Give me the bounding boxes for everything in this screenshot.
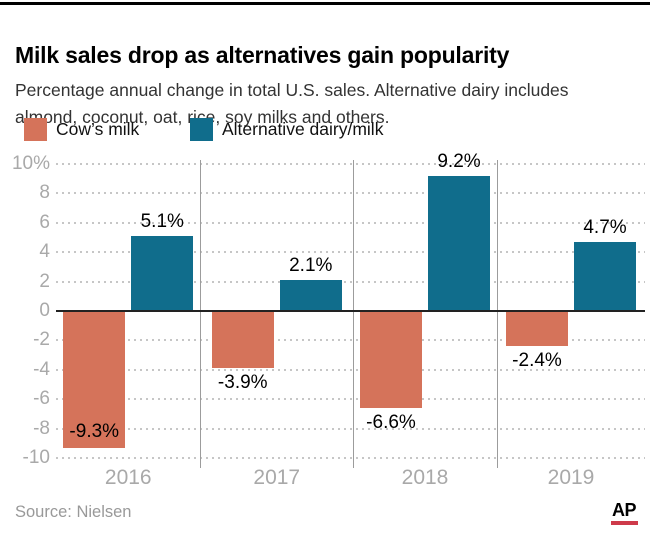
bar-cows-milk-2019: [506, 311, 568, 347]
page-title: Milk sales drop as alternatives gain pop…: [15, 42, 510, 69]
y-axis-tick-label: 6: [39, 211, 50, 233]
ap-logo: AP: [610, 500, 638, 525]
bar-alternative-dairy-2019: [574, 241, 636, 311]
bar-alternative-dairy-2018: [428, 175, 490, 311]
zero-axis-line: [56, 310, 645, 312]
gridline: [56, 221, 645, 224]
gridline: [56, 427, 645, 430]
legend-item-cows-milk: Cow’s milk: [24, 118, 139, 141]
source-credit: Source: Nielsen: [15, 503, 132, 521]
y-axis-tick-label: -6: [33, 388, 50, 410]
value-label-2017: 2.1%: [289, 255, 333, 277]
ap-logo-text: AP: [611, 500, 637, 520]
y-axis-tick-label: -10: [22, 447, 50, 468]
y-axis-tick-label: -2: [33, 329, 50, 351]
gridline: [56, 251, 645, 254]
bar-cows-milk-2018: [360, 311, 422, 409]
subtitle-line-2: almond, coconut, oat, rice, soy milks an…: [15, 106, 390, 127]
bar-cows-milk-2016: [63, 311, 126, 448]
gridline: [56, 280, 645, 283]
year-group-separator: [352, 160, 354, 468]
x-axis-label-2016: 2016: [104, 466, 152, 489]
y-axis-tick-label: 4: [39, 241, 50, 263]
gridline: [56, 457, 645, 459]
year-group-separator: [200, 160, 201, 468]
bar-cows-milk-2017: [211, 311, 274, 369]
gridline: [56, 368, 645, 371]
value-label-2017: -3.9%: [217, 372, 268, 394]
y-axis-tick-label: -4: [33, 358, 50, 380]
y-axis-tick-label: 2: [39, 270, 50, 292]
x-axis-label-2017: 2017: [253, 466, 301, 489]
legend-label-alternative-dairy: Alternative dairy/milk: [222, 119, 384, 139]
value-label-2018: 9.2%: [437, 150, 481, 172]
y-axis-tick-label: 8: [39, 182, 50, 204]
value-label-2016: -9.3%: [69, 420, 120, 442]
value-label-2016: 5.1%: [140, 211, 184, 233]
value-label-2019: 4.7%: [583, 216, 627, 238]
y-axis-tick-label: 0: [39, 300, 50, 321]
gridline: [56, 339, 645, 342]
gridline: [56, 192, 645, 195]
chart-subtitle: Percentage annual change in total U.S. s…: [15, 77, 569, 131]
gridline: [56, 398, 645, 401]
x-axis-label-2019: 2019: [547, 466, 595, 489]
year-group-separator: [496, 160, 498, 468]
y-axis-tick-label: 10%: [11, 153, 50, 174]
subtitle-line-1: Percentage annual change in total U.S. s…: [15, 79, 569, 100]
bar-alternative-dairy-2016: [131, 236, 194, 311]
value-label-2018: -6.6%: [366, 412, 416, 434]
legend-label-cows-milk: Cow’s milk: [56, 119, 140, 139]
y-axis-tick-label: -8: [33, 417, 50, 439]
top-border-rule: [0, 2, 650, 5]
gridline: [56, 163, 645, 165]
legend-item-alternative-dairy: Alternative dairy/milk: [190, 118, 383, 141]
value-label-2019: -2.4%: [512, 350, 562, 372]
bar-alternative-dairy-2017: [279, 280, 342, 311]
x-axis-label-2018: 2018: [401, 466, 449, 489]
ap-logo-underline: [610, 521, 638, 525]
alternative-dairy-swatch: [190, 118, 213, 141]
cows-milk-swatch: [24, 118, 47, 141]
